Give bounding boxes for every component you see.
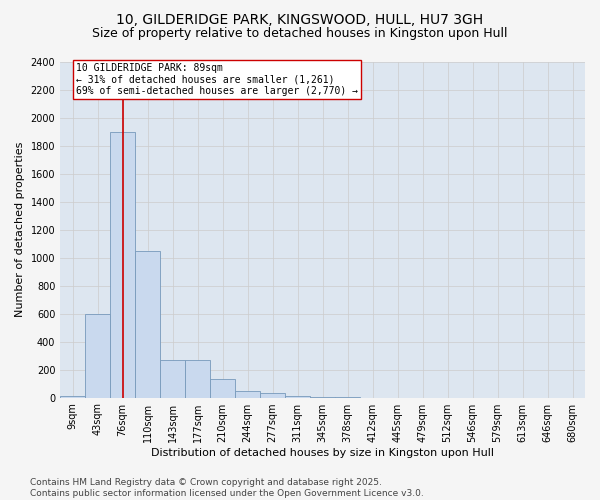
Bar — [285, 396, 310, 398]
Bar — [185, 360, 210, 398]
Bar — [260, 392, 285, 398]
Text: 10 GILDERIDGE PARK: 89sqm
← 31% of detached houses are smaller (1,261)
69% of se: 10 GILDERIDGE PARK: 89sqm ← 31% of detac… — [76, 63, 358, 96]
Bar — [110, 132, 135, 398]
Bar — [85, 314, 110, 398]
Text: Size of property relative to detached houses in Kingston upon Hull: Size of property relative to detached ho… — [92, 28, 508, 40]
Bar — [160, 360, 185, 398]
Bar — [60, 396, 85, 398]
Y-axis label: Number of detached properties: Number of detached properties — [15, 142, 25, 317]
Text: 10, GILDERIDGE PARK, KINGSWOOD, HULL, HU7 3GH: 10, GILDERIDGE PARK, KINGSWOOD, HULL, HU… — [116, 12, 484, 26]
Bar — [235, 390, 260, 398]
Text: Contains HM Land Registry data © Crown copyright and database right 2025.
Contai: Contains HM Land Registry data © Crown c… — [30, 478, 424, 498]
X-axis label: Distribution of detached houses by size in Kingston upon Hull: Distribution of detached houses by size … — [151, 448, 494, 458]
Bar — [135, 250, 160, 398]
Bar — [310, 397, 335, 398]
Bar — [210, 380, 235, 398]
